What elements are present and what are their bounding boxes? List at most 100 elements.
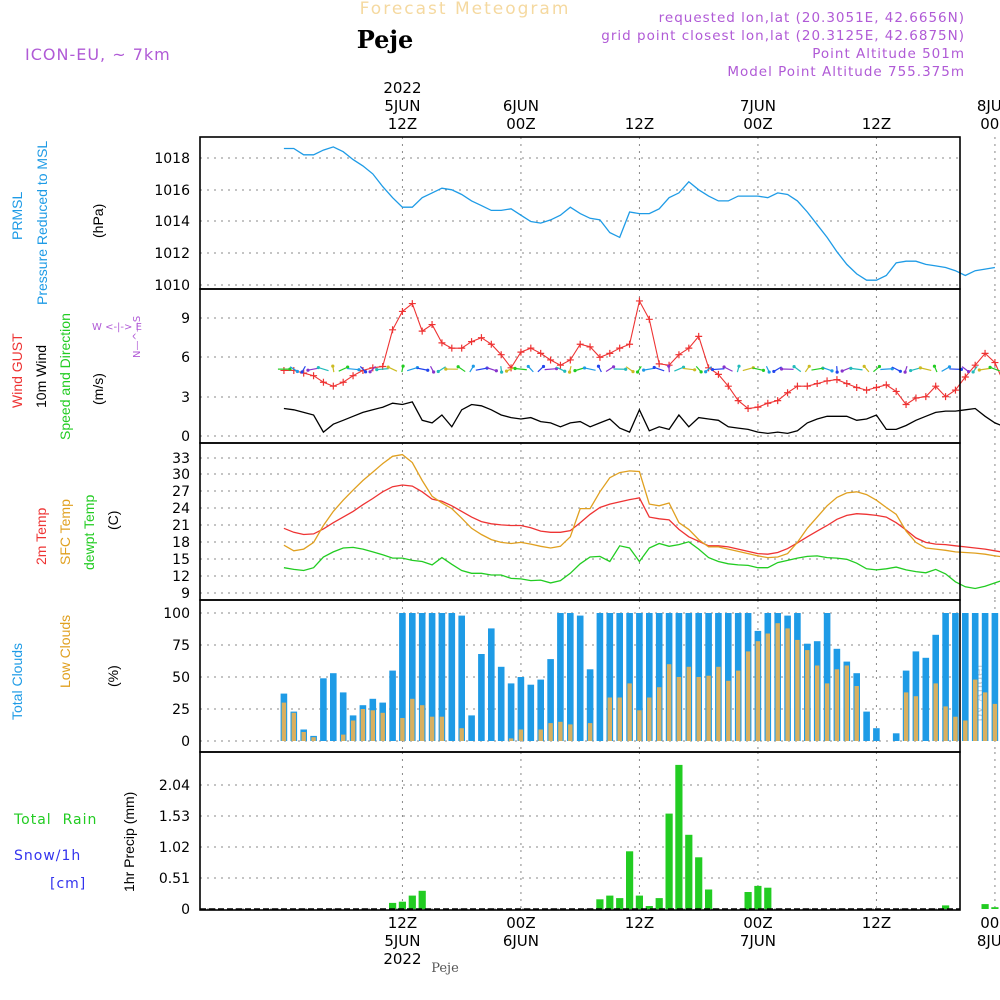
wind-direction-arrow [682, 367, 695, 371]
total-cloud-bar [586, 669, 594, 741]
gust-marker [991, 359, 999, 367]
wind-arrow-head [494, 369, 498, 373]
y-tick-label: 1.53 [159, 809, 190, 825]
gust-marker [319, 378, 327, 386]
low-cloud-bar [943, 706, 948, 741]
gust-marker [744, 404, 752, 412]
total-cloud-bar [655, 613, 663, 741]
rain-bar [645, 906, 653, 909]
rain-bar [744, 892, 752, 909]
low-cloud-bar [963, 720, 968, 741]
point-altitude: Point Altitude 501m [812, 46, 965, 62]
low-cloud-bar [370, 710, 375, 741]
total-cloud-bar [981, 613, 989, 741]
gust-marker [398, 307, 406, 315]
total-cloud-bar [725, 613, 732, 741]
precip-label-1: Total Rain [13, 812, 97, 828]
wind-arrow-head [306, 368, 310, 372]
precip-panel-labels: Total Rain Snow/1h [cm] 1hr Precip (mm) [13, 792, 137, 892]
low-cloud-bar [666, 664, 672, 741]
low-cloud-bar [281, 702, 287, 741]
gust-marker [754, 403, 762, 411]
rain-bar [408, 895, 416, 909]
pressure-panel-labels: PRMSL Pressure Reduced to MSL (hPa) [9, 141, 106, 305]
time-axis-label: 8JUN [977, 97, 1000, 115]
total-cloud-bar [863, 711, 870, 741]
precip-label-2: Snow/1h [14, 848, 81, 864]
wind-arrow-head [295, 369, 300, 374]
total-cloud-bar [517, 677, 525, 741]
rain-bar [695, 857, 703, 909]
low-cloud-bar [913, 696, 919, 741]
low-cloud-bar [795, 639, 800, 741]
precip-label-3: [cm] [50, 876, 86, 892]
gust-marker [527, 344, 535, 352]
y-tick-label: 75 [172, 638, 190, 654]
gust-marker [448, 344, 456, 352]
rain-bar [389, 902, 397, 909]
wind-arrow-head [631, 369, 635, 374]
total-cloud-bar [823, 613, 831, 741]
total-cloud-bar [497, 666, 505, 741]
time-axis-label: 12Z [862, 914, 891, 932]
time-axis-label: 00Z [743, 115, 772, 133]
gust-marker [349, 372, 357, 380]
gust-marker [714, 370, 722, 378]
gust-marker [892, 387, 900, 395]
total-cloud-bar [636, 613, 643, 741]
low-cloud-bar [380, 712, 385, 741]
low-cloud-bar [350, 720, 356, 741]
gust-marker [606, 349, 614, 357]
gust-marker [764, 399, 772, 407]
wind-arrow-head [966, 370, 971, 374]
gust-marker [695, 332, 703, 340]
total-cloud-bar [478, 654, 485, 741]
low-cloud-bar [785, 628, 790, 741]
total-cloud-bar [458, 615, 465, 741]
y-tick-label: 1.02 [159, 840, 190, 856]
clouds-label-2: Low Clouds [57, 615, 73, 688]
low-cloud-bar [745, 651, 751, 741]
total-cloud-bar [409, 613, 416, 741]
low-cloud-bar [617, 697, 622, 741]
time-axis-label: 8JUN [977, 932, 1000, 950]
wind-arrow-head [357, 368, 361, 372]
wind-arrow-head [947, 365, 952, 369]
wind-label-3: Speed and Direction [57, 313, 73, 440]
gust-marker [813, 380, 821, 388]
wind-direction-arrow [387, 366, 398, 372]
rain-bar [655, 898, 663, 909]
total-cloud-bar [952, 613, 959, 741]
wind-direction-arrow [338, 366, 348, 372]
chart-content: 1018101610141012101096303330272421181512… [154, 79, 1000, 968]
wind-direction-arrow [821, 366, 833, 372]
gust-marker [596, 353, 604, 361]
wind-arrow-head [903, 370, 907, 374]
y-tick-label: 1010 [154, 278, 190, 294]
low-cloud-bar [657, 687, 662, 741]
wind-arrow-head [642, 368, 646, 372]
low-cloud-bar [992, 703, 998, 741]
total-cloud-bar [576, 615, 584, 741]
wind-arrow-head [877, 364, 882, 369]
low-cloud-bar [973, 679, 978, 741]
wind-label-2: 10m Wind [33, 345, 49, 408]
wind-arrow-head [830, 369, 834, 373]
y-tick-label: 6 [181, 350, 190, 366]
y-tick-label: 0 [181, 734, 190, 750]
wind-arrow-head [596, 364, 601, 368]
low-cloud-bar [676, 677, 682, 741]
gust-marker [280, 366, 288, 374]
rain-bar [675, 764, 683, 909]
total-cloud-bar [606, 613, 614, 741]
wind-direction-arrow [475, 367, 488, 371]
time-axis-label: 12Z [388, 914, 417, 932]
wind-arrow-head [862, 364, 866, 368]
wind-arrow-head [316, 365, 320, 370]
wind-direction-arrow [989, 366, 1000, 372]
temp-label-2: SFC Temp [57, 499, 73, 565]
wind-direction-arrow [920, 367, 932, 371]
low-cloud-bar [311, 737, 316, 741]
wind-arrow-head [710, 367, 715, 372]
wind-direction-arrow [416, 367, 428, 371]
